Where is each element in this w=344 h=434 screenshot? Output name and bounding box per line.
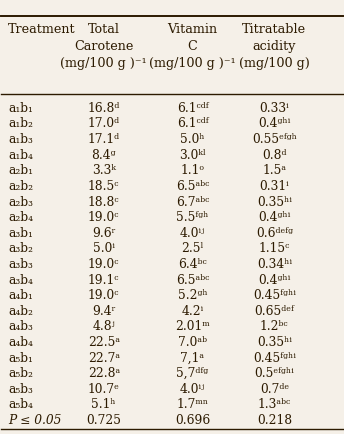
Text: 9.6ʳ: 9.6ʳ [92,227,116,240]
Text: 0.218: 0.218 [257,414,292,427]
Text: 0.8ᵈ: 0.8ᵈ [262,149,287,162]
Text: 10.7ᵉ: 10.7ᵉ [88,383,120,396]
Text: 6.5ᵃᵇᶜ: 6.5ᵃᵇᶜ [176,180,209,193]
Text: 6.1ᶜᵈᶠ: 6.1ᶜᵈᶠ [177,118,208,131]
Text: a₂b₄: a₂b₄ [8,211,33,224]
Text: Titratable: Titratable [242,23,307,36]
Text: 18.5ᶜ: 18.5ᶜ [88,180,119,193]
Text: a₅b₃: a₅b₃ [8,383,33,396]
Text: 0.35ʰⁱ: 0.35ʰⁱ [257,195,292,208]
Text: acidity: acidity [252,40,296,53]
Text: a₄b₂: a₄b₂ [8,305,33,318]
Text: 5.1ʰ: 5.1ʰ [92,398,116,411]
Text: 5.2ᵍʰ: 5.2ᵍʰ [178,289,207,302]
Text: 5.0ʰ: 5.0ʰ [180,133,205,146]
Text: Treatment: Treatment [8,23,76,36]
Text: a₅b₄: a₅b₄ [8,398,33,411]
Text: a₂b₃: a₂b₃ [8,195,33,208]
Text: 5.0ⁱ: 5.0ⁱ [93,242,115,255]
Text: 6.5ᵃᵇᶜ: 6.5ᵃᵇᶜ [176,273,209,286]
Text: 0.725: 0.725 [86,414,121,427]
Text: 2.01ᵐ: 2.01ᵐ [175,320,210,333]
Text: 6.1ᶜᵈᶠ: 6.1ᶜᵈᶠ [177,102,208,115]
Text: 0.7ᵈᵉ: 0.7ᵈᵉ [260,383,289,396]
Text: a₃b₃: a₃b₃ [8,258,33,271]
Text: C: C [187,40,197,53]
Text: 22.7ᵃ: 22.7ᵃ [88,352,120,365]
Text: Vitamin: Vitamin [168,23,217,36]
Text: 9.4ʳ: 9.4ʳ [92,305,116,318]
Text: 6.7ᵃᵇᶜ: 6.7ᵃᵇᶜ [176,195,209,208]
Text: 4.8ʲ: 4.8ʲ [93,320,115,333]
Text: a₃b₄: a₃b₄ [8,273,33,286]
Text: 1.5ᵃ: 1.5ᵃ [262,164,287,178]
Text: 0.4ᵍʰⁱ: 0.4ᵍʰⁱ [258,211,291,224]
Text: 0.5ᵉᶠᵍʰⁱ: 0.5ᵉᶠᵍʰⁱ [255,367,294,380]
Text: 0.55ᵉᶠᵍʰ: 0.55ᵉᶠᵍʰ [252,133,297,146]
Text: 0.6ᵈᵉᶠᵍ: 0.6ᵈᵉᶠᵍ [256,227,293,240]
Text: 0.4ᵍʰⁱ: 0.4ᵍʰⁱ [258,273,291,286]
Text: 7.0ᵃᵇ: 7.0ᵃᵇ [178,336,207,349]
Text: 4.0ⁱʲ: 4.0ⁱʲ [180,227,205,240]
Text: 0.4ᵍʰⁱ: 0.4ᵍʰⁱ [258,118,291,131]
Text: 0.45ᶠᵍʰⁱ: 0.45ᶠᵍʰⁱ [253,289,296,302]
Text: a₁b₂: a₁b₂ [8,118,33,131]
Text: a₄b₁: a₄b₁ [8,289,33,302]
Text: 7,1ᵃ: 7,1ᵃ [180,352,205,365]
Text: 2.5ˡ: 2.5ˡ [181,242,204,255]
Text: 19.0ᶜ: 19.0ᶜ [88,211,119,224]
Text: a₃b₂: a₃b₂ [8,242,33,255]
Text: a₂b₁: a₂b₁ [8,164,33,178]
Text: 6.4ᵇᶜ: 6.4ᵇᶜ [178,258,207,271]
Text: a₂b₂: a₂b₂ [8,180,33,193]
Text: (mg/100 g )⁻¹: (mg/100 g )⁻¹ [61,57,147,70]
Text: a₁b₃: a₁b₃ [8,133,33,146]
Text: 0.33ⁱ: 0.33ⁱ [259,102,289,115]
Text: a₅b₂: a₅b₂ [8,367,33,380]
Text: 3.0ᵏˡ: 3.0ᵏˡ [179,149,206,162]
Text: 19.0ᶜ: 19.0ᶜ [88,258,119,271]
Text: 1.15ᶜ: 1.15ᶜ [259,242,290,255]
Text: a₃b₁: a₃b₁ [8,227,33,240]
Text: a₄b₃: a₄b₃ [8,320,33,333]
Text: 0.34ʰⁱ: 0.34ʰⁱ [257,258,292,271]
Text: 4.0ⁱʲ: 4.0ⁱʲ [180,383,205,396]
Text: 0.31ⁱ: 0.31ⁱ [259,180,289,193]
Text: 0.35ʰⁱ: 0.35ʰⁱ [257,336,292,349]
Text: 8.4ᵍ: 8.4ᵍ [92,149,116,162]
Text: 16.8ᵈ: 16.8ᵈ [88,102,120,115]
Text: 19.1ᶜ: 19.1ᶜ [88,273,119,286]
Text: 5,7ᵈᶠᵍ: 5,7ᵈᶠᵍ [176,367,208,380]
Text: 17.1ᵈ: 17.1ᵈ [88,133,120,146]
Text: a₁b₄: a₁b₄ [8,149,33,162]
Text: 0.65ᵈᵉᶠ: 0.65ᵈᵉᶠ [255,305,294,318]
Text: 22.5ᵃ: 22.5ᵃ [88,336,120,349]
Text: a₅b₁: a₅b₁ [8,352,33,365]
Text: Total: Total [88,23,120,36]
Text: 0.696: 0.696 [175,414,210,427]
Text: 19.0ᶜ: 19.0ᶜ [88,289,119,302]
Text: (mg/100 g )⁻¹: (mg/100 g )⁻¹ [149,57,236,70]
Text: 1.2ᵇᶜ: 1.2ᵇᶜ [260,320,289,333]
Text: 18.8ᶜ: 18.8ᶜ [88,195,120,208]
Text: 4.2ⁱ: 4.2ⁱ [181,305,204,318]
Text: 17.0ᵈ: 17.0ᵈ [88,118,120,131]
Text: 3.3ᵏ: 3.3ᵏ [92,164,116,178]
Text: 0.45ᶠᵍʰⁱ: 0.45ᶠᵍʰⁱ [253,352,296,365]
Text: (mg/100 g): (mg/100 g) [239,57,310,70]
Text: P ≤ 0.05: P ≤ 0.05 [8,414,62,427]
Text: 1.7ᵐⁿ: 1.7ᵐⁿ [176,398,208,411]
Text: 1.1ᵒ: 1.1ᵒ [180,164,205,178]
Text: 22.8ᵃ: 22.8ᵃ [88,367,120,380]
Text: 1.3ᵃᵇᶜ: 1.3ᵃᵇᶜ [258,398,291,411]
Text: Carotene: Carotene [74,40,133,53]
Text: a₄b₄: a₄b₄ [8,336,33,349]
Text: a₁b₁: a₁b₁ [8,102,33,115]
Text: 5.5ᶠᵍʰ: 5.5ᶠᵍʰ [176,211,209,224]
